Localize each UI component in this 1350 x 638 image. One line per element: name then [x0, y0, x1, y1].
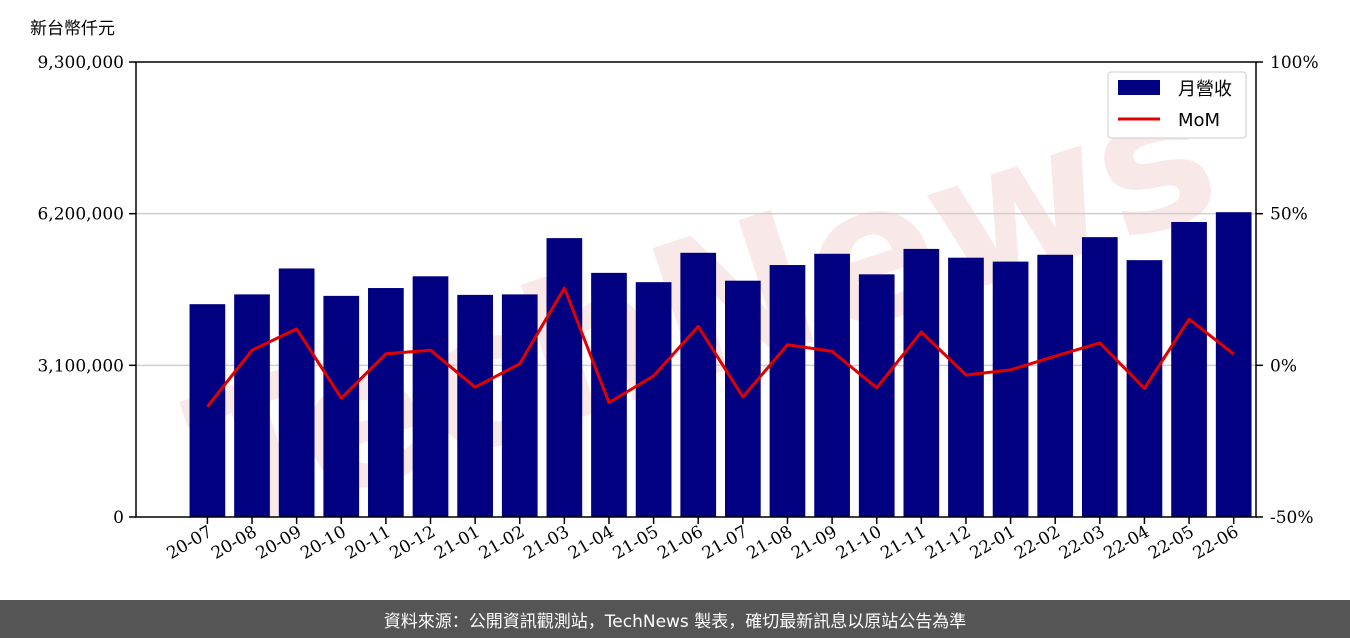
revenue-bar [323, 295, 360, 517]
revenue-bar [725, 280, 761, 517]
revenue-bar [1215, 212, 1252, 518]
revenue-bar [234, 294, 270, 517]
right-axis: -50% 0% 50% 100% [1256, 53, 1319, 528]
right-tick-label: 100% [1270, 53, 1319, 73]
right-tick-label: 0% [1270, 356, 1297, 376]
revenue-bar [457, 294, 493, 517]
left-tick-label: 3,100,000 [37, 356, 124, 376]
revenue-bar [278, 268, 315, 517]
plot-frame [135, 61, 1257, 518]
x-tick-label: 20-12 [387, 522, 439, 564]
x-tick-label: 21-06 [654, 522, 706, 564]
source-footer: 資料來源：公開資訊觀測站，TechNews 製表，確切最新訊息以原站公告為準 [0, 600, 1350, 638]
right-tick-label: -50% [1270, 508, 1314, 528]
x-tick-label: 22-04 [1100, 522, 1152, 564]
revenue-bar [368, 288, 404, 517]
x-tick-label: 22-02 [1011, 522, 1063, 564]
mom-line [206, 286, 1235, 408]
x-tick-label: 21-11 [877, 522, 929, 564]
right-tick-label: 50% [1270, 205, 1308, 225]
unit-label: 新台幣仟元 [30, 19, 115, 39]
x-tick-label: 22-01 [967, 522, 1019, 564]
revenue-bar [680, 252, 717, 517]
x-tick-label: 22-03 [1056, 522, 1108, 564]
revenue-bar [1081, 237, 1118, 517]
revenue-bar [992, 261, 1029, 517]
x-tick-label: 21-08 [744, 522, 796, 564]
revenue-bar [635, 282, 672, 517]
revenue-bars [189, 212, 1252, 518]
revenue-bar [412, 276, 449, 517]
revenue-bar [1037, 254, 1074, 518]
revenue-bar [546, 238, 583, 517]
left-tick-label: 0 [113, 508, 124, 528]
x-tick-label: 21-02 [476, 522, 528, 564]
x-tick-label: 21-10 [833, 522, 885, 564]
x-tick-label: 21-05 [610, 522, 662, 564]
x-tick-label: 21-09 [788, 522, 840, 564]
left-axis: 0 3,100,000 6,200,000 9,300,000 [37, 53, 136, 528]
revenue-bar [814, 253, 850, 517]
revenue-bar [189, 304, 226, 517]
x-tick-label: 21-01 [431, 522, 483, 564]
left-tick-label: 6,200,000 [37, 205, 124, 225]
x-tick-label: 20-07 [163, 522, 215, 564]
revenue-bar [501, 294, 538, 517]
revenue-bar [903, 248, 940, 518]
legend-label-mom: MoM [1178, 110, 1220, 131]
x-tick-label: 21-07 [699, 522, 751, 564]
revenue-bar [948, 257, 984, 517]
x-tick-label: 21-12 [922, 522, 974, 564]
legend-bar-swatch [1118, 80, 1160, 95]
legend-label-revenue: 月營收 [1178, 79, 1232, 100]
left-tick-label: 9,300,000 [37, 53, 124, 73]
legend: 月營收 MoM [1107, 71, 1247, 139]
x-tick-label: 22-05 [1145, 522, 1197, 564]
revenue-bar [858, 274, 895, 517]
revenue-bar [769, 265, 806, 517]
x-tick-label: 21-03 [520, 522, 572, 564]
revenue-bar [1171, 221, 1207, 517]
x-tick-label: 22-06 [1190, 522, 1242, 564]
x-tick-label: 21-04 [565, 522, 617, 564]
